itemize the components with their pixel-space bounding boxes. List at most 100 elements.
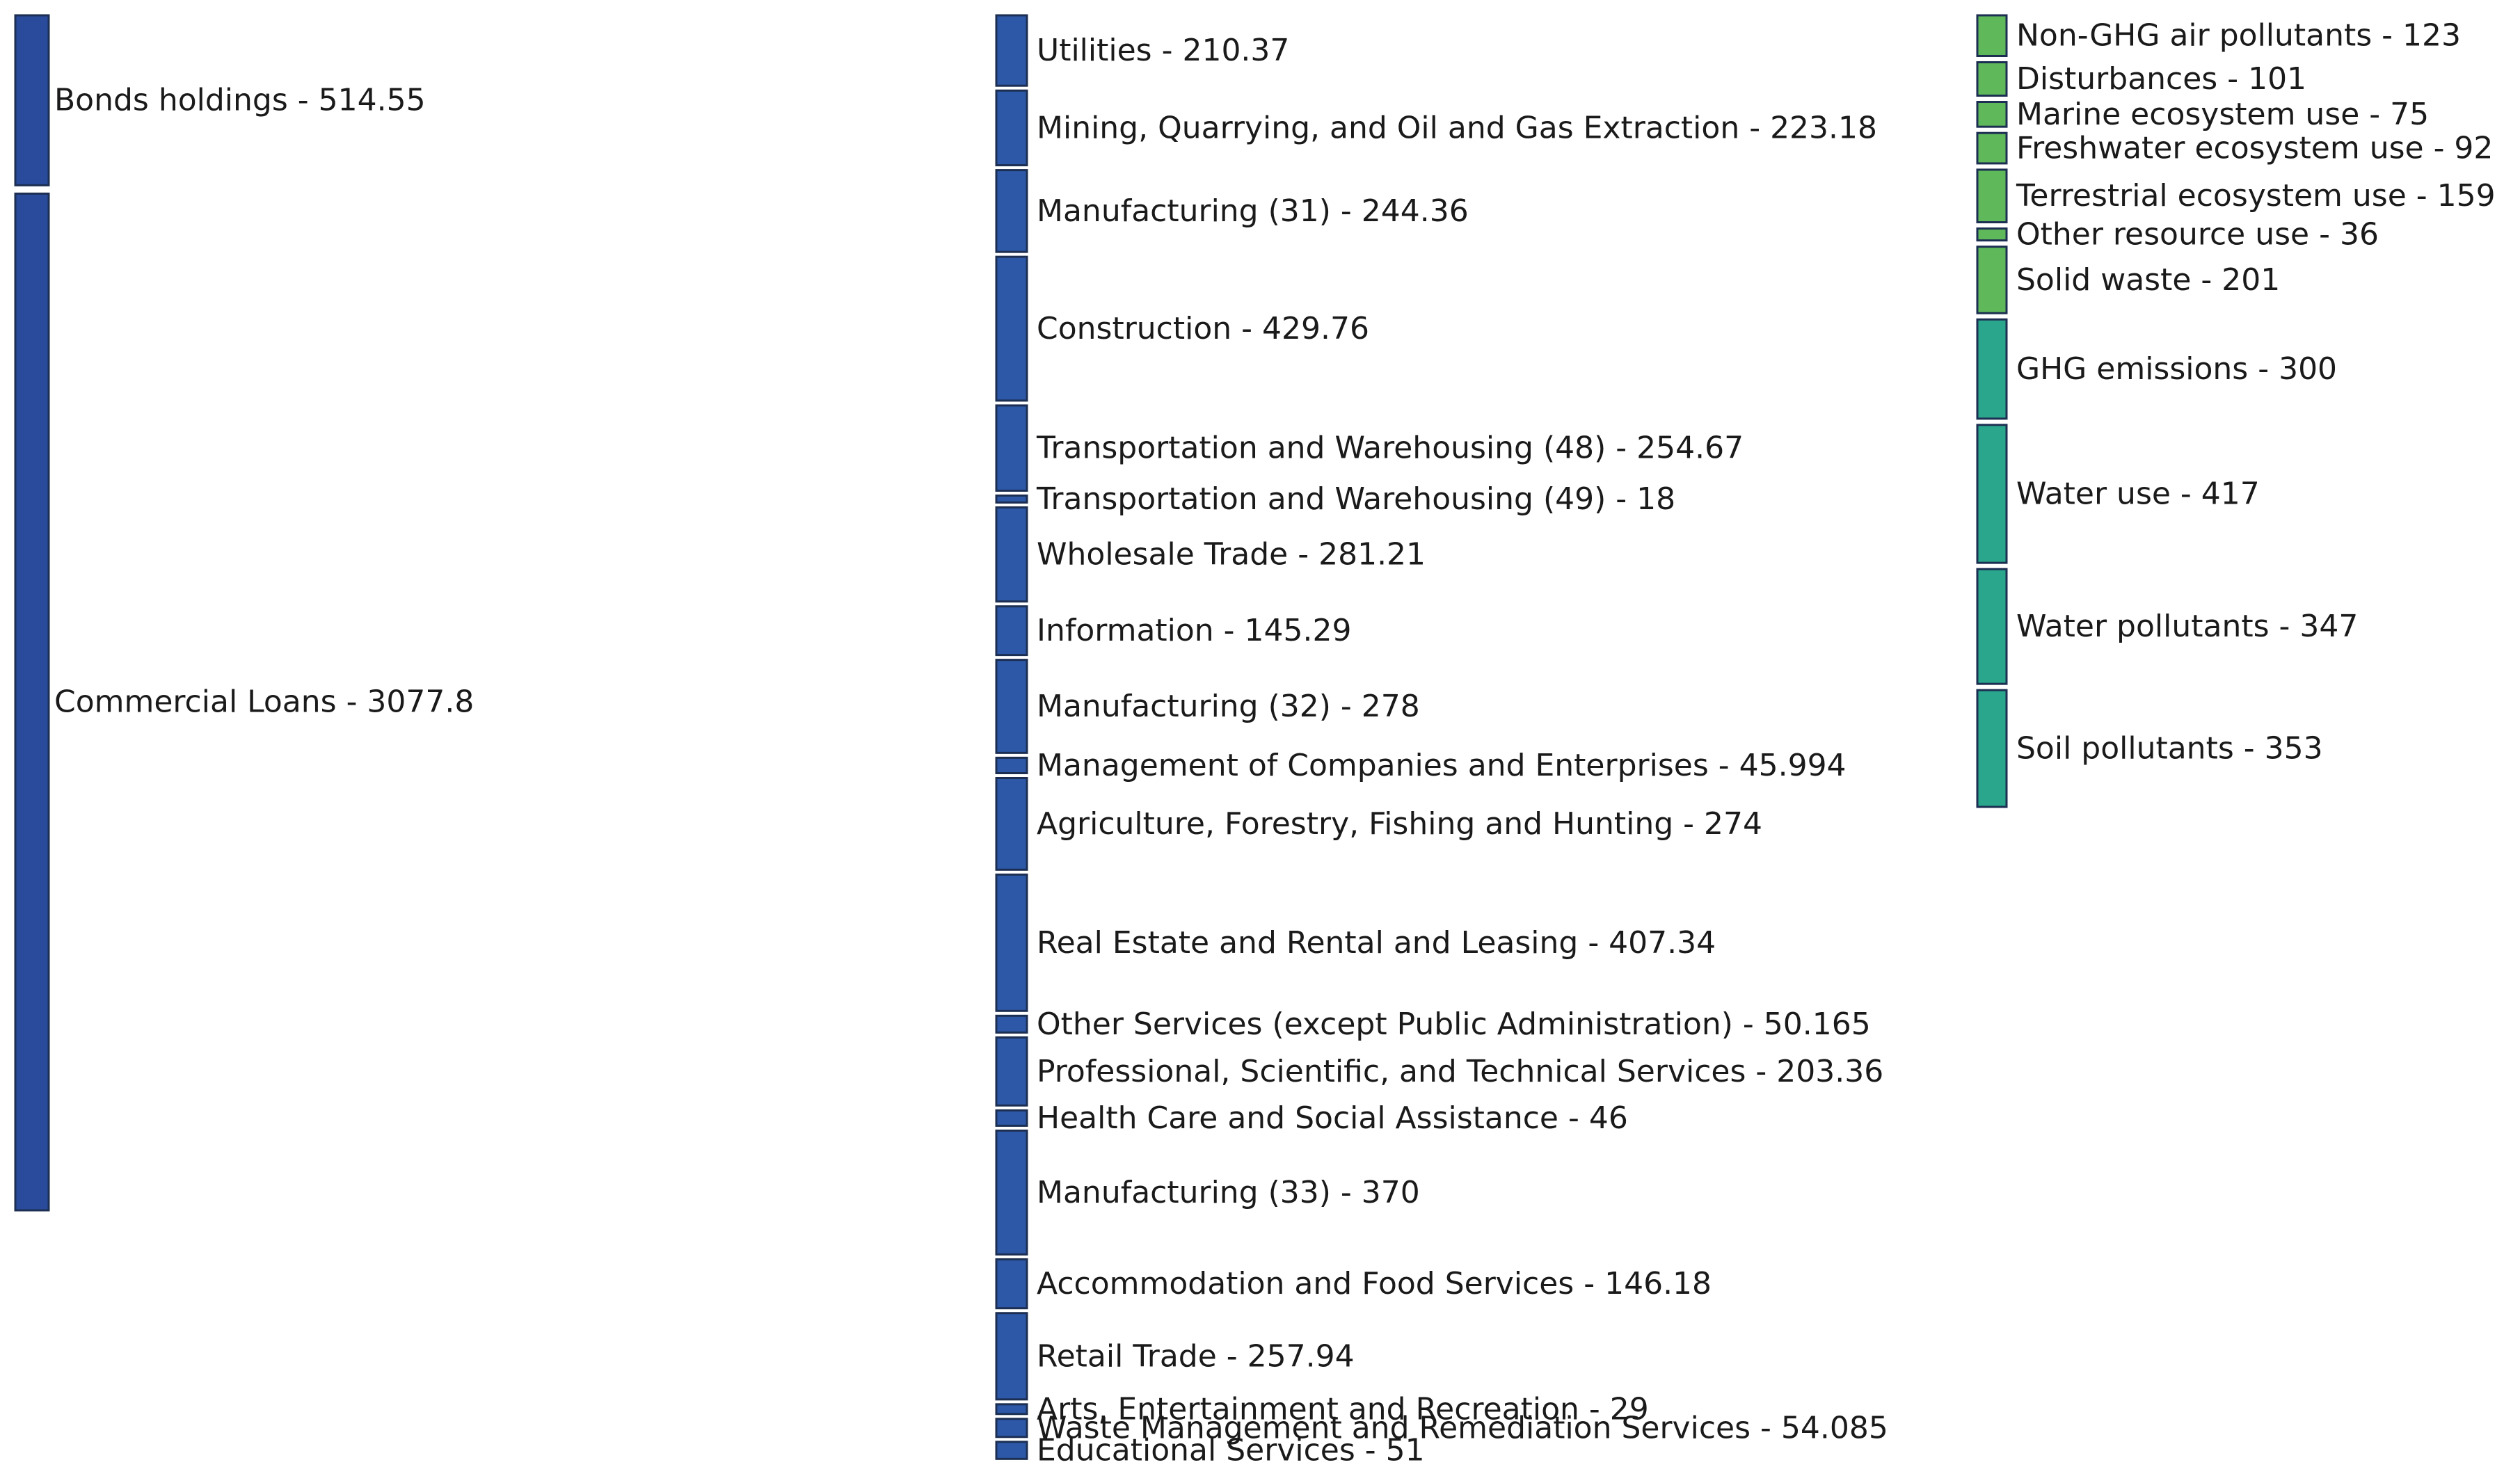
- label-transportation-and-warehousing-48: Transportation and Warehousing (48) - 25…: [1036, 431, 1744, 466]
- flow-link: [1027, 364, 1977, 705]
- flow-link: [49, 199, 996, 1406]
- flow-link: [1027, 157, 1977, 1153]
- node-info: [995, 605, 1028, 657]
- label-water-use: Water use - 417: [2016, 476, 2260, 512]
- flow-link: [1027, 98, 1977, 104]
- label-bonds-holdings: Bonds holdings - 514.55: [54, 83, 426, 118]
- label-arts-entertainment-and-recreation: Arts, Entertainment and Recreation - 29: [1037, 1391, 1649, 1427]
- flow-link: [49, 180, 996, 1267]
- flow-link: [1027, 163, 1977, 1422]
- label-educational-services: Educational Services - 51: [1037, 1433, 1425, 1467]
- flow-link: [1027, 77, 1977, 669]
- label-mining-quarrying-and-oil-and-gas-extraction: Mining, Quarrying, and Oil and Gas Extra…: [1037, 110, 1877, 145]
- label-professional-scientific-and-technical-services: Professional, Scientific, and Technical …: [1037, 1054, 1883, 1089]
- flow-link: [49, 203, 996, 1444]
- flow-link: [49, 990, 996, 1033]
- label-information: Information - 145.29: [1037, 613, 1352, 648]
- label-terrestrial-ecosystem-use: Terrestrial ecosystem use - 159: [2016, 178, 2496, 214]
- flow-link: [1027, 572, 1977, 617]
- flow-link: [49, 187, 996, 1326]
- node-whol: [995, 506, 1028, 603]
- node-mgmt: [995, 756, 1028, 774]
- flow-link: [1027, 141, 1977, 420]
- node-fresh: [1976, 131, 2008, 165]
- flow-link: [1027, 151, 1977, 899]
- label-non-ghg-air-pollutants: Non-GHG air pollutants - 123: [2016, 18, 2461, 54]
- flow-link: [49, 114, 996, 760]
- node-solid: [1976, 246, 2008, 314]
- label-real-estate-and-rental-and-leasing: Real Estate and Rental and Leasing - 407…: [1037, 925, 1716, 961]
- flow-link: [1027, 109, 1977, 417]
- flow-link: [49, 15, 996, 25]
- node-wpol: [1976, 568, 2008, 685]
- label-manufacturing-32: Manufacturing (32) - 278: [1037, 689, 1420, 724]
- node-soil: [1976, 689, 2008, 808]
- node-ghg: [1976, 318, 2008, 420]
- flow-link: [49, 67, 996, 417]
- label-construction: Construction - 429.76: [1037, 311, 1369, 346]
- flow-link: [49, 102, 996, 316]
- node-arts: [995, 1403, 1028, 1416]
- flow-link: [1027, 796, 1977, 1400]
- label-disturbances: Disturbances - 101: [2016, 61, 2306, 97]
- node-loans: [14, 192, 50, 1212]
- flow-link: [49, 200, 996, 1421]
- flow-link: [1027, 44, 1977, 1017]
- flow-link: [1027, 29, 1977, 496]
- flow-link: [1027, 680, 1977, 1413]
- flow-link: [1027, 68, 1977, 272]
- flow-link: [49, 417, 996, 579]
- node-wuse: [1976, 424, 2008, 564]
- flow-link: [1027, 507, 1977, 968]
- flow-link: [1027, 226, 1977, 588]
- node-prof: [995, 1036, 1028, 1107]
- label-retail-trade: Retail Trade - 257.94: [1037, 1338, 1355, 1374]
- flow-link: [1027, 550, 1977, 1372]
- flow-link: [1027, 37, 1977, 783]
- flow-link: [1027, 523, 1977, 1084]
- label-freshwater-ecosystem-use: Freshwater ecosystem use - 92: [2016, 131, 2493, 166]
- label-accommodation-and-food-services: Accommodation and Food Services - 146.18: [1037, 1266, 1712, 1301]
- node-mine: [995, 89, 1028, 167]
- flow-link: [1027, 162, 1977, 1406]
- flow-link: [1027, 265, 1977, 436]
- flow-link: [1027, 239, 1977, 1336]
- node-man33: [995, 1129, 1028, 1256]
- node-agri: [995, 776, 1028, 871]
- node-labels: Bonds holdings - 514.55 Commercial Loans …: [54, 18, 2496, 1467]
- node-terr: [1976, 168, 2008, 224]
- flow-link: [49, 151, 996, 1048]
- label-transportation-and-warehousing-49: Transportation and Warehousing (49) - 18: [1036, 481, 1675, 517]
- node-tw49: [995, 494, 1028, 504]
- flow-link: [1027, 312, 1977, 1425]
- label-manufacturing-33: Manufacturing (33) - 370: [1037, 1175, 1420, 1210]
- flow-link: [49, 278, 996, 507]
- flow-link: [49, 182, 996, 385]
- label-marine-ecosystem-use: Marine ecosystem use - 75: [2016, 97, 2429, 132]
- flow-link: [49, 25, 996, 252]
- flow-link: [1027, 15, 1977, 19]
- node-edu: [995, 1441, 1028, 1460]
- flow-link: [1027, 760, 1977, 1011]
- flow-link: [49, 148, 996, 1018]
- node-cons: [995, 255, 1028, 402]
- label-ghg-emissions: GHG emissions - 300: [2016, 351, 2337, 387]
- flow-link: [1027, 55, 1977, 1420]
- label-waste-management-and-remediation-services: Waste Management and Remediation Service…: [1037, 1410, 1888, 1445]
- flow-link: [49, 163, 996, 1148]
- flow-link: [1027, 238, 1977, 1115]
- flow-link: [49, 497, 996, 584]
- node-nghg: [1976, 14, 2008, 57]
- flow-link: [49, 1179, 996, 1308]
- label-commercial-loans: Commercial Loans - 3077.8: [54, 684, 474, 720]
- flow-link: [49, 791, 996, 874]
- flow-link: [1027, 154, 1977, 1019]
- flow-link: [49, 1004, 996, 1105]
- flow-link: [49, 521, 996, 664]
- flow-link: [49, 1220, 996, 1399]
- label-other-services-except-public-administration: Other Services (except Public Administra…: [1037, 1007, 1871, 1042]
- flow-link: [49, 81, 996, 521]
- flow-link: [49, 94, 996, 614]
- node-othr: [1976, 227, 2008, 242]
